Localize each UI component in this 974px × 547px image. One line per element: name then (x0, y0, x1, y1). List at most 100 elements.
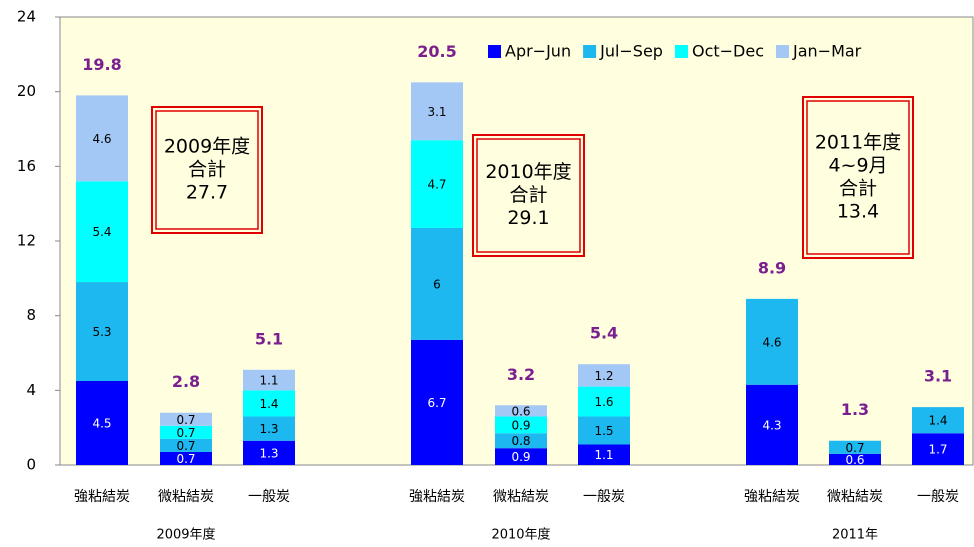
bar-segment (578, 444, 630, 465)
legend-label: Apr−Jun (505, 42, 571, 61)
total-label: 8.9 (758, 258, 786, 277)
value-label: 3.1 (427, 105, 446, 119)
annotation-text: 2010年度 (485, 161, 571, 183)
y-tick-label: 8 (26, 306, 36, 324)
legend-swatch (674, 45, 688, 58)
bar-segment (495, 448, 547, 465)
bar-segment (160, 412, 212, 426)
bar-segment (76, 282, 128, 381)
value-label: 0.8 (511, 434, 530, 448)
y-tick-label: 24 (17, 8, 36, 26)
group-label: 2009年度 (156, 527, 215, 543)
value-label: 1.3 (259, 446, 278, 460)
total-label: 1.3 (841, 400, 869, 419)
x-tick-label: 一般炭 (917, 489, 959, 505)
y-tick-label: 20 (17, 82, 36, 100)
value-label: 4.6 (762, 335, 781, 349)
x-tick-label: 一般炭 (583, 489, 625, 505)
value-label: 0.7 (176, 452, 195, 466)
bar-segment (411, 339, 463, 465)
value-label: 1.1 (259, 374, 278, 388)
bar-segment (912, 433, 964, 465)
value-label: 0.7 (176, 413, 195, 427)
bar-segment (829, 453, 881, 465)
bar-segment (829, 440, 881, 454)
legend-label: Jan−Mar (792, 42, 862, 61)
bar-segment (495, 405, 547, 417)
total-label: 19.8 (82, 55, 121, 74)
bar-segment (411, 140, 463, 228)
bar-segment (76, 95, 128, 182)
x-tick-label: 微粘結炭 (158, 489, 214, 505)
value-label: 1.1 (594, 448, 613, 462)
y-tick-label: 12 (17, 232, 36, 250)
bar-segment (76, 381, 128, 465)
value-label: 0.9 (511, 450, 530, 464)
y-tick-label: 16 (17, 157, 36, 175)
annotation-box-inner (806, 100, 910, 255)
value-label: 1.4 (259, 397, 278, 411)
annotation-box-inner (476, 138, 581, 253)
bar-segment (495, 416, 547, 434)
legend-swatch (488, 45, 501, 58)
total-label: 3.1 (924, 367, 952, 386)
annotation-text: 13.4 (837, 201, 879, 223)
value-label: 5.4 (92, 225, 111, 239)
value-label: 1.2 (594, 369, 613, 383)
total-label: 20.5 (417, 42, 456, 61)
annotation-box-inner (155, 110, 259, 230)
value-label: 1.7 (928, 443, 947, 457)
y-tick-label: 4 (26, 381, 36, 399)
annotation-box (802, 96, 914, 259)
annotation-text: 合計 (509, 184, 547, 206)
group-label: 2011年 (832, 528, 878, 543)
annotation-text: 29.1 (507, 207, 549, 229)
x-tick-label: 微粘結炭 (493, 489, 549, 505)
bar-segment (495, 433, 547, 449)
value-label: 0.7 (176, 439, 195, 453)
value-label: 1.6 (594, 395, 613, 409)
x-tick-label: 一般炭 (248, 489, 290, 505)
bar-segment (411, 227, 463, 340)
y-tick-label: 0 (26, 456, 36, 474)
bar-segment (243, 390, 295, 417)
value-label: 4.7 (427, 178, 446, 192)
annotation-box (472, 134, 585, 257)
bar-segment (746, 384, 798, 465)
value-label: 6 (433, 277, 441, 291)
x-tick-label: 強粘結炭 (409, 489, 465, 505)
bar-segment (243, 369, 295, 391)
total-label: 3.2 (507, 365, 535, 384)
bar-segment (160, 425, 212, 439)
bar-segment (76, 181, 128, 283)
value-label: 4.3 (762, 418, 781, 432)
annotation-text: 2011年度 (815, 132, 901, 154)
value-label: 6.7 (427, 396, 446, 410)
bar-segment (243, 440, 295, 465)
x-tick-label: 強粘結炭 (744, 489, 800, 505)
legend-label: Jul−Sep (599, 42, 663, 61)
bar-segment (411, 82, 463, 141)
value-label: 0.7 (845, 441, 864, 455)
bar-segment (746, 298, 798, 385)
value-label: 5.3 (92, 325, 111, 339)
x-tick-label: 強粘結炭 (74, 489, 130, 505)
bar-segment (243, 416, 295, 441)
annotation-box (151, 106, 263, 234)
group-label: 2010年度 (491, 527, 550, 543)
bar-segment (912, 407, 964, 434)
total-label: 2.8 (172, 372, 200, 391)
value-label: 0.6 (511, 404, 530, 418)
annotation-text: 4~9月 (828, 155, 887, 177)
value-label: 1.3 (259, 422, 278, 436)
bar-segment (578, 416, 630, 445)
legend-label: Oct−Dec (692, 42, 764, 61)
value-label: 0.6 (845, 453, 864, 467)
bar-segment (578, 386, 630, 417)
legend-swatch (776, 45, 789, 58)
value-label: 1.5 (594, 424, 613, 438)
bar-segment (160, 438, 212, 452)
legend-swatch (583, 45, 597, 58)
bar-segment (160, 451, 212, 465)
